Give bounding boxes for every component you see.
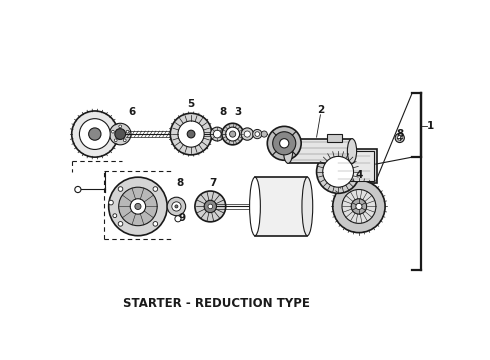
Circle shape [178, 121, 204, 147]
Text: 7: 7 [209, 178, 216, 188]
Text: 6: 6 [128, 107, 135, 117]
Circle shape [113, 214, 117, 217]
Text: STARTER - REDUCTION TYPE: STARTER - REDUCTION TYPE [123, 297, 310, 310]
Circle shape [395, 133, 404, 143]
Circle shape [222, 123, 244, 145]
Circle shape [75, 186, 81, 193]
Text: 8: 8 [396, 130, 403, 139]
Circle shape [109, 200, 113, 205]
Circle shape [118, 187, 123, 191]
Circle shape [204, 200, 217, 213]
Circle shape [167, 197, 186, 216]
Text: 8: 8 [177, 178, 184, 188]
Circle shape [109, 123, 131, 145]
Circle shape [109, 177, 167, 236]
Circle shape [175, 216, 181, 222]
Circle shape [79, 119, 110, 149]
Text: 9: 9 [178, 213, 185, 223]
Circle shape [153, 221, 158, 226]
Circle shape [115, 129, 125, 139]
Circle shape [135, 203, 141, 210]
Circle shape [118, 221, 123, 226]
Bar [337, 151, 374, 181]
Circle shape [241, 128, 253, 140]
Circle shape [333, 180, 385, 233]
Circle shape [356, 203, 362, 210]
Text: 1: 1 [427, 121, 434, 131]
Circle shape [244, 131, 250, 137]
Circle shape [126, 130, 129, 133]
Bar [327, 134, 342, 142]
Circle shape [229, 131, 236, 137]
Text: 8: 8 [219, 107, 226, 117]
Circle shape [119, 125, 122, 128]
Circle shape [273, 132, 296, 155]
Bar [334, 149, 377, 183]
Circle shape [171, 113, 212, 155]
Circle shape [351, 199, 367, 214]
Bar [255, 177, 307, 236]
Circle shape [210, 127, 224, 141]
Ellipse shape [249, 177, 260, 236]
Circle shape [195, 191, 226, 222]
Circle shape [187, 130, 195, 138]
Circle shape [89, 128, 101, 140]
Circle shape [226, 127, 240, 141]
Circle shape [175, 205, 178, 208]
Circle shape [119, 187, 157, 226]
Text: 3: 3 [234, 107, 242, 117]
Circle shape [253, 130, 262, 139]
Bar [288, 139, 352, 163]
Ellipse shape [302, 177, 313, 236]
Circle shape [208, 204, 213, 209]
Circle shape [280, 139, 289, 148]
Ellipse shape [283, 139, 293, 163]
Circle shape [255, 132, 260, 136]
Text: 4: 4 [355, 170, 363, 180]
Circle shape [397, 136, 402, 140]
Circle shape [342, 189, 376, 223]
Circle shape [268, 126, 301, 160]
Text: 5: 5 [188, 99, 195, 109]
Circle shape [172, 202, 181, 211]
Circle shape [323, 156, 353, 187]
Circle shape [114, 139, 117, 142]
Circle shape [214, 130, 221, 138]
Circle shape [112, 130, 114, 133]
Circle shape [153, 187, 158, 191]
Circle shape [317, 150, 360, 193]
Circle shape [72, 111, 118, 157]
Circle shape [261, 131, 268, 137]
Text: 2: 2 [317, 105, 324, 115]
Ellipse shape [347, 139, 357, 163]
Circle shape [123, 139, 126, 142]
Circle shape [130, 199, 146, 214]
